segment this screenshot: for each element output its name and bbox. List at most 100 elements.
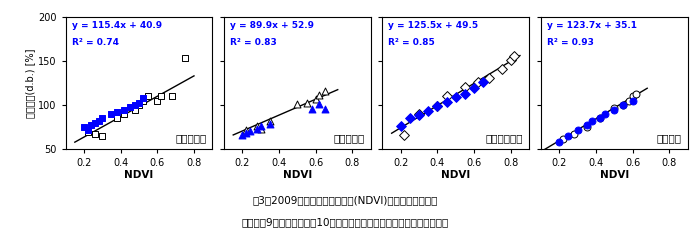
Point	[124, 105, 135, 109]
Point	[319, 89, 330, 93]
Point	[496, 67, 507, 71]
Point	[581, 123, 592, 127]
Point	[600, 112, 611, 116]
X-axis label: NDVI: NDVI	[283, 170, 312, 180]
Point	[106, 112, 117, 116]
Point	[441, 100, 452, 104]
Point	[244, 129, 255, 133]
Point	[133, 101, 144, 105]
Text: R² = 0.74: R² = 0.74	[71, 38, 119, 47]
Point	[119, 108, 130, 112]
Point	[594, 117, 605, 120]
Text: R² = 0.93: R² = 0.93	[547, 38, 594, 47]
Point	[310, 97, 321, 101]
Point	[142, 94, 153, 98]
Point	[441, 94, 452, 97]
Point	[404, 116, 415, 120]
Point	[432, 104, 443, 108]
Point	[240, 131, 252, 134]
Point	[609, 108, 620, 112]
Point	[460, 85, 471, 89]
Point	[240, 128, 252, 132]
Point	[558, 137, 569, 141]
Point	[460, 92, 471, 96]
Point	[86, 123, 97, 127]
Point	[89, 133, 100, 136]
Point	[572, 128, 583, 132]
Point	[314, 102, 325, 106]
Text: y = 115.4x + 40.9: y = 115.4x + 40.9	[71, 21, 162, 30]
Point	[509, 54, 520, 58]
Point	[627, 94, 638, 98]
Point	[82, 128, 93, 132]
Point	[255, 127, 266, 131]
Point	[399, 133, 410, 137]
Point	[97, 117, 108, 120]
Text: R² = 0.85: R² = 0.85	[388, 38, 435, 47]
Point	[423, 109, 434, 113]
Point	[133, 103, 144, 107]
Point	[130, 108, 141, 112]
Point	[314, 93, 325, 97]
Point	[152, 99, 163, 103]
Text: ゆめちから: ゆめちから	[176, 133, 207, 143]
Y-axis label: 穂含水率(d.b.) [%]: 穂含水率(d.b.) [%]	[26, 48, 35, 118]
Point	[472, 80, 483, 84]
Point	[587, 119, 598, 123]
Point	[395, 125, 406, 128]
Point	[594, 117, 605, 120]
Point	[265, 119, 276, 123]
Text: 白抜きは9月播種，青色は10月播種。回帰式は全データを利用している: 白抜きは9月播種，青色は10月播種。回帰式は全データを利用している	[242, 217, 449, 227]
Point	[137, 96, 148, 100]
X-axis label: NDVI: NDVI	[124, 170, 153, 180]
Text: R² = 0.83: R² = 0.83	[230, 38, 276, 47]
Text: ホクシン: ホクシン	[656, 133, 682, 143]
Point	[623, 99, 634, 103]
Point	[93, 119, 104, 123]
Text: y = 125.5x + 49.5: y = 125.5x + 49.5	[388, 21, 478, 30]
Point	[414, 112, 425, 116]
Text: 図3　2009年の正規化植生指数(NDVI)と穂含水率の関係: 図3 2009年の正規化植生指数(NDVI)と穂含水率の関係	[253, 195, 438, 205]
Point	[432, 104, 443, 108]
Point	[451, 95, 462, 99]
Point	[237, 133, 248, 137]
Point	[477, 80, 489, 84]
Point	[252, 127, 263, 131]
Point	[505, 58, 516, 62]
Point	[609, 106, 620, 110]
Point	[265, 122, 276, 126]
Point	[137, 99, 148, 103]
Point	[111, 110, 122, 114]
X-axis label: NDVI: NDVI	[600, 170, 629, 180]
Point	[89, 121, 100, 125]
Point	[563, 134, 574, 138]
Point	[631, 92, 642, 96]
Text: y = 123.7x + 35.1: y = 123.7x + 35.1	[547, 21, 636, 30]
Point	[307, 107, 318, 111]
Point	[627, 99, 638, 103]
Point	[319, 107, 330, 111]
Point	[468, 87, 480, 90]
Point	[483, 76, 494, 80]
Point	[111, 117, 122, 120]
Point	[414, 113, 425, 117]
Point	[301, 101, 312, 105]
Point	[581, 125, 592, 129]
Point	[568, 132, 579, 135]
Point	[553, 141, 565, 144]
Point	[618, 103, 629, 107]
Point	[179, 56, 190, 60]
Point	[130, 103, 141, 107]
Text: きたほなみ: きたほなみ	[334, 133, 365, 143]
Point	[155, 94, 167, 98]
Point	[292, 102, 303, 106]
X-axis label: NDVI: NDVI	[441, 170, 471, 180]
Text: キタノカオリ: キタノカオリ	[486, 133, 523, 143]
Point	[119, 112, 130, 116]
Text: y = 89.9x + 52.9: y = 89.9x + 52.9	[230, 21, 314, 30]
Point	[79, 125, 90, 129]
Point	[618, 103, 629, 107]
Point	[97, 134, 108, 138]
Point	[167, 94, 178, 98]
Point	[82, 130, 93, 134]
